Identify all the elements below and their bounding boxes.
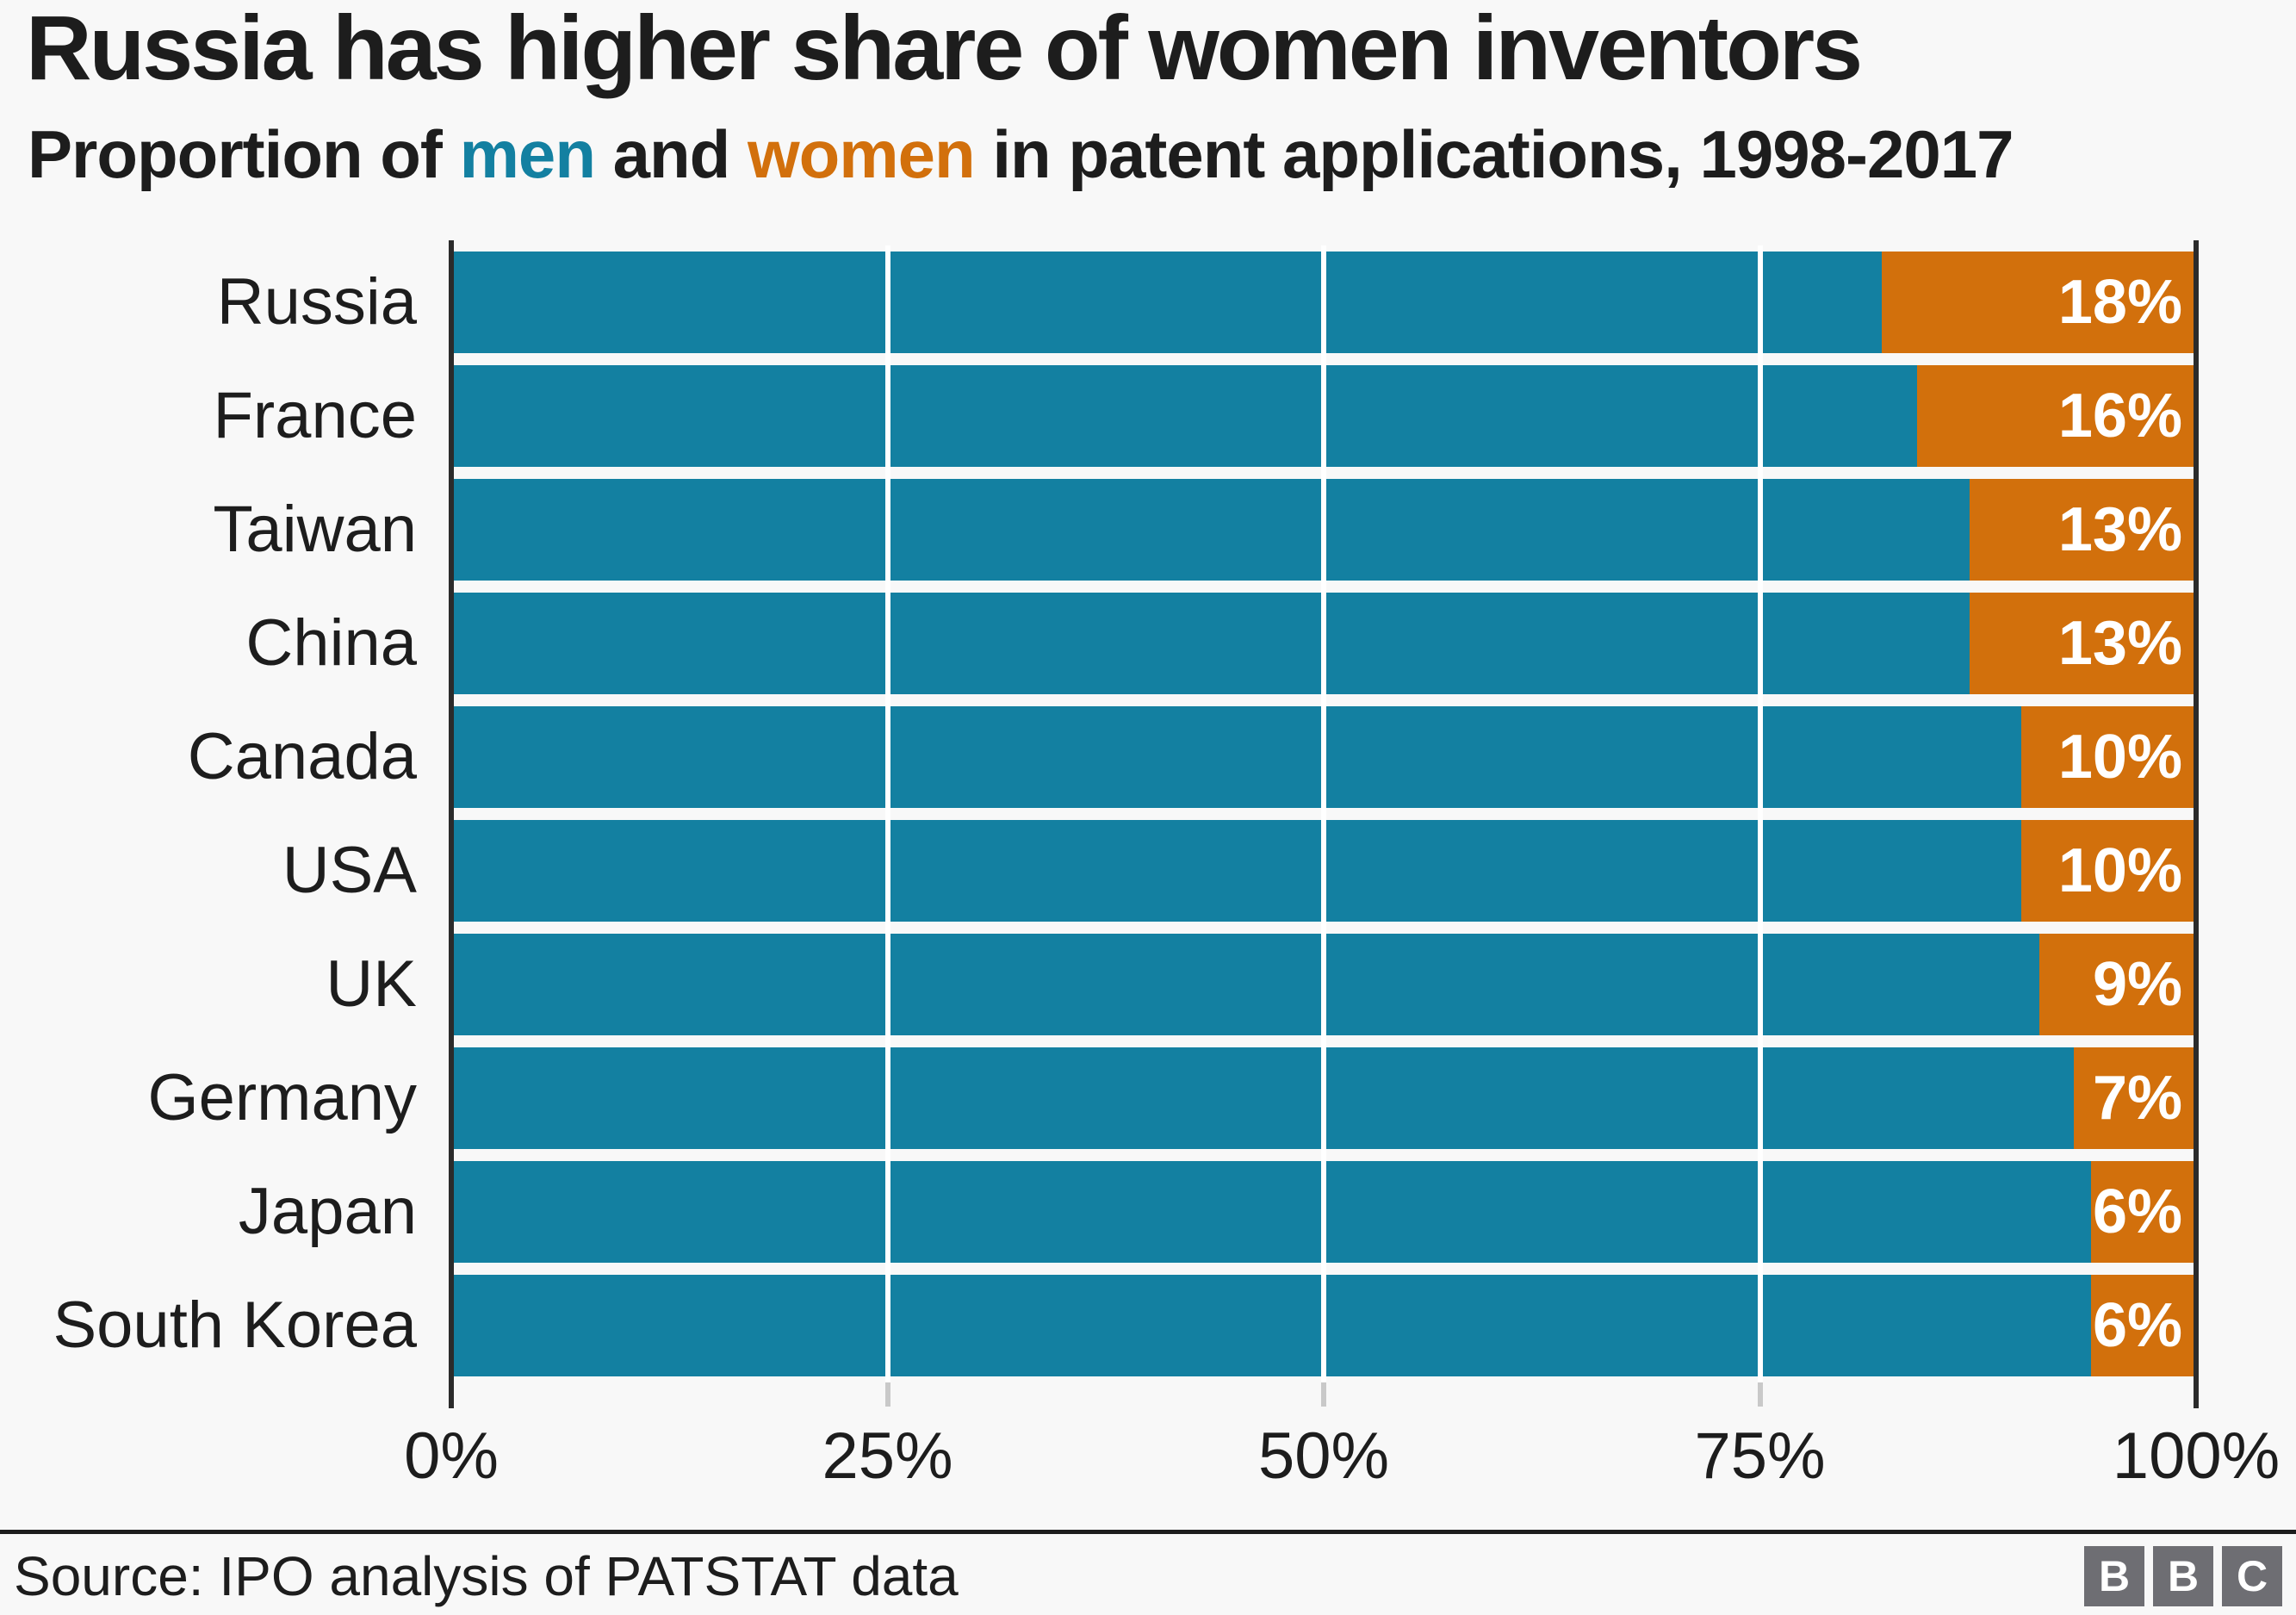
category-labels-column: Russia France Taiwan China Canada USA UK German… (0, 245, 451, 1382)
stacked-bar: 9% (451, 933, 2196, 1035)
men-segment (451, 592, 1970, 694)
chart-subtitle: Proportion of men and women in patent ap… (28, 115, 2296, 196)
row-label: UK (326, 947, 417, 1022)
row-label: South Korea (53, 1289, 417, 1363)
men-segment (451, 1274, 2092, 1376)
gridline-50pct (1321, 245, 1326, 1382)
bbc-logo-block: B (2153, 1546, 2213, 1606)
stacked-bar: 6% (451, 1160, 2196, 1263)
axis-tick-75pct (1757, 1382, 1763, 1407)
row-label: Taiwan (213, 493, 417, 567)
bar-row: 6% (451, 1269, 2196, 1382)
subtitle-prefix: Proportion of (28, 116, 460, 193)
x-tick-label: 0% (404, 1419, 499, 1493)
men-segment (451, 705, 2022, 808)
women-segment: 7% (2074, 1047, 2196, 1149)
bar-row: 9% (451, 928, 2196, 1041)
women-share-value: 6% (2092, 1177, 2182, 1246)
chart-title: Russia has higher share of women invento… (26, 0, 1863, 99)
row-label: France (213, 379, 417, 453)
bar-row: 13% (451, 473, 2196, 587)
women-segment: 13% (1969, 478, 2196, 581)
stacked-bar: 13% (451, 592, 2196, 694)
row-label: Germany (147, 1061, 417, 1135)
bar-row: 18% (451, 245, 2196, 359)
stacked-bar: 16% (451, 364, 2196, 467)
women-segment: 10% (2021, 705, 2196, 808)
men-segment (451, 251, 1883, 353)
row-label: China (245, 606, 417, 680)
women-segment: 13% (1969, 592, 2196, 694)
x-tick-label: 25% (822, 1419, 953, 1493)
women-segment: 16% (1916, 364, 2196, 467)
row-label: Russia (216, 265, 417, 339)
x-tick-label: 50% (1257, 1419, 1390, 1493)
women-share-value: 16% (2057, 381, 2182, 450)
stacked-bar: 6% (451, 1274, 2196, 1376)
gridline-75pct (1757, 245, 1763, 1382)
bar-row: 16% (451, 359, 2196, 473)
row-label: Canada (187, 720, 417, 794)
women-segment: 9% (2038, 933, 2196, 1035)
axis-spine-100pct (2194, 239, 2199, 1408)
subtitle-suffix: in patent applications, 1998-2017 (974, 116, 2014, 193)
men-segment (451, 1047, 2075, 1149)
stacked-bar: 7% (451, 1047, 2196, 1149)
women-segment: 6% (2091, 1160, 2196, 1263)
women-share-value: 18% (2057, 267, 2182, 337)
x-axis: 0% 25% 50% 75% 100% (404, 1419, 2280, 1505)
axis-tick-50pct (1321, 1382, 1326, 1407)
bbc-logo-block: B (2084, 1546, 2144, 1606)
plot-area: 18% 16% 13% 13% 10% 10% 9% 7% 6% 6% (449, 239, 2199, 1408)
women-share-value: 10% (2057, 722, 2182, 792)
women-segment: 18% (1882, 251, 2196, 353)
x-tick-label: 75% (1694, 1419, 1826, 1493)
women-share-value: 7% (2092, 1063, 2182, 1133)
stacked-bar: 13% (451, 478, 2196, 581)
bbc-logo-block: C (2222, 1546, 2282, 1606)
bar-chart: Russia France Taiwan China Canada USA UK German… (0, 239, 2296, 1408)
men-segment (451, 819, 2022, 922)
source-attribution: Source: IPO analysis of PATSTAT data (14, 1545, 959, 1607)
bar-row: 6% (451, 1155, 2196, 1269)
subtitle-men-legend: men (459, 116, 596, 193)
subtitle-mid: and (594, 116, 748, 193)
women-share-value: 13% (2057, 494, 2182, 564)
x-tick-label: 100% (2112, 1419, 2280, 1493)
men-segment (451, 478, 1970, 581)
women-segment: 6% (2091, 1274, 2196, 1376)
women-share-value: 13% (2057, 608, 2182, 678)
gridline-25pct (884, 245, 890, 1382)
men-segment (451, 933, 2039, 1035)
men-segment (451, 1160, 2092, 1263)
bar-row: 7% (451, 1041, 2196, 1155)
women-share-value: 9% (2092, 949, 2182, 1019)
women-share-value: 6% (2092, 1290, 2182, 1360)
axis-spine-0pct (449, 239, 454, 1408)
bar-row: 13% (451, 587, 2196, 700)
men-segment (451, 364, 1917, 467)
subtitle-women-legend: women (747, 116, 976, 193)
stacked-bar: 18% (451, 251, 2196, 353)
row-label: Japan (238, 1175, 417, 1249)
women-segment: 10% (2021, 819, 2196, 922)
axis-tick-25pct (884, 1382, 890, 1407)
women-share-value: 10% (2057, 835, 2182, 905)
row-label: USA (282, 834, 417, 908)
